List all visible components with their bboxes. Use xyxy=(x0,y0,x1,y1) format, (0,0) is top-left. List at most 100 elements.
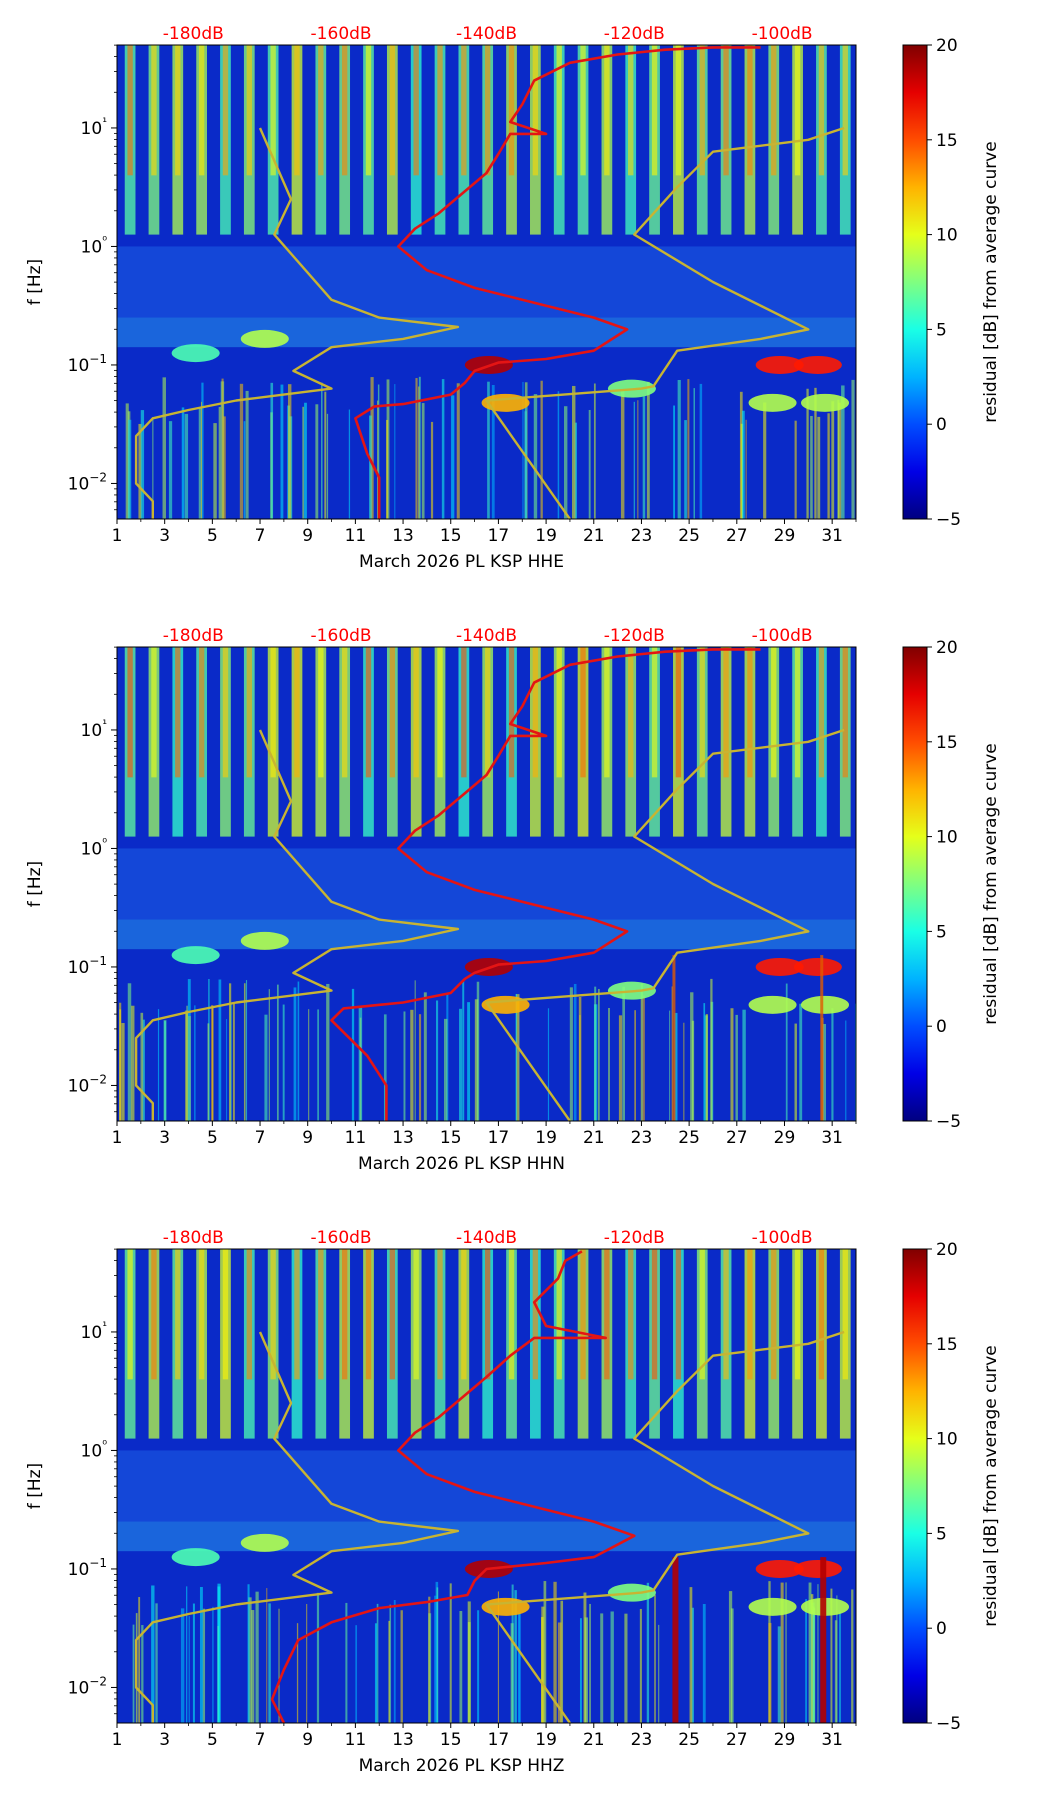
low-frequency-streak xyxy=(573,983,577,1121)
low-frequency-streak xyxy=(572,385,576,519)
daily-stripe-core xyxy=(341,647,348,778)
low-frequency-streak xyxy=(817,1584,819,1723)
low-frequency-streak xyxy=(588,409,591,519)
low-frequency-streak xyxy=(671,986,673,1121)
low-frequency-streak xyxy=(436,1000,439,1121)
colorbar-tick-label: −5 xyxy=(936,1112,961,1132)
daily-stripe-core xyxy=(198,647,205,778)
daily-stripe-core xyxy=(771,647,777,778)
microseism-band xyxy=(117,1450,856,1522)
low-frequency-streak xyxy=(264,1014,268,1121)
colorbar-tick-label: 0 xyxy=(936,1017,947,1037)
low-frequency-streak xyxy=(400,1610,403,1723)
colorbar-tick-label: −5 xyxy=(936,510,961,530)
y-axis-label: f [Hz] xyxy=(25,259,45,305)
low-frequency-streak xyxy=(491,384,495,519)
low-frequency-streak xyxy=(280,384,284,519)
low-frequency-streak xyxy=(276,984,279,1121)
x-tick-label: 31 xyxy=(821,1128,843,1148)
low-frequency-streak xyxy=(351,988,355,1121)
low-frequency-streak xyxy=(403,1011,406,1121)
low-frequency-streak xyxy=(702,1604,706,1723)
low-frequency-streak xyxy=(533,394,538,519)
low-frequency-streak xyxy=(184,413,189,519)
daily-stripe-core xyxy=(604,45,610,176)
daily-stripe-core xyxy=(556,647,562,778)
daily-stripe-core xyxy=(318,45,324,176)
low-frequency-streak xyxy=(187,979,191,1121)
low-frequency-streak xyxy=(304,402,307,519)
low-frequency-streak xyxy=(810,416,813,519)
colorbar-tick-label: −5 xyxy=(936,1714,961,1734)
low-frequency-streak xyxy=(560,1600,564,1723)
low-frequency-streak xyxy=(642,396,646,519)
daily-stripe-core xyxy=(175,647,181,778)
low-frequency-streak xyxy=(518,1613,521,1723)
x-tick-label: 19 xyxy=(535,1128,557,1148)
daily-stripe-core xyxy=(532,1249,539,1380)
y-tick-label: 10−1 xyxy=(68,352,107,376)
low-frequency-streak xyxy=(226,1019,228,1121)
low-frequency-streak xyxy=(841,385,845,519)
daily-stripe-core xyxy=(794,1249,801,1380)
low-frequency-streak xyxy=(569,987,573,1121)
daily-stripe-core xyxy=(699,45,705,176)
series-noise-model-low xyxy=(134,127,460,519)
low-frequency-streak xyxy=(677,379,681,519)
daily-stripe-core xyxy=(723,647,729,778)
colorbar-tick-label: 20 xyxy=(936,36,958,56)
low-frequency-streak xyxy=(618,1015,623,1121)
low-frequency-streak xyxy=(151,1585,155,1723)
low-frequency-streak xyxy=(192,1603,195,1723)
daily-stripe-core xyxy=(532,647,539,778)
low-frequency-streak xyxy=(654,1594,656,1723)
microseism-peak-band xyxy=(117,317,856,348)
low-frequency-streak xyxy=(511,1584,514,1723)
x-tick-label: 1 xyxy=(112,1128,123,1148)
low-frequency-streak xyxy=(121,1023,125,1121)
y-tick-label: 10¹ xyxy=(81,1319,108,1343)
x-axis-label: March 2026 PL KSP HHE xyxy=(359,552,564,572)
low-frequency-streak xyxy=(434,1595,437,1723)
y-axis-label: f [Hz] xyxy=(25,1463,45,1509)
daily-stripe-core xyxy=(771,45,777,176)
low-frequency-streak xyxy=(345,1602,348,1723)
low-frequency-streak xyxy=(140,410,145,519)
x-tick-label: 7 xyxy=(255,1730,266,1750)
x-tick-label: 3 xyxy=(159,1128,170,1148)
colorbar xyxy=(902,646,928,1122)
daily-stripe-core xyxy=(628,1249,634,1380)
daily-stripe-core xyxy=(508,1249,515,1380)
colorbar-tick-label: 20 xyxy=(936,638,958,658)
low-frequency-streak xyxy=(578,996,582,1121)
daily-stripe-core xyxy=(461,647,467,778)
low-frequency-streak xyxy=(270,382,274,519)
x-tick-label: 9 xyxy=(302,1128,313,1148)
x-tick-label: 27 xyxy=(726,1730,748,1750)
low-frequency-streak xyxy=(293,987,297,1121)
daily-stripe-core xyxy=(556,45,562,176)
daily-stripe-core xyxy=(341,1249,348,1380)
low-frequency-streak xyxy=(477,1610,480,1723)
colorbar-label: residual [dB] from average curve xyxy=(981,743,1001,1024)
x-tick-label: 7 xyxy=(255,1128,266,1148)
colorbar-label: residual [dB] from average curve xyxy=(981,141,1001,422)
series-noise-model-high xyxy=(485,1330,845,1723)
low-frequency-streak xyxy=(699,383,703,519)
low-frequency-streak xyxy=(674,1012,678,1121)
daily-stripe-core xyxy=(818,45,825,176)
x-tick-label: 21 xyxy=(583,1730,605,1750)
colorbar-tick-label: 5 xyxy=(936,1524,947,1544)
daily-stripe-core xyxy=(508,45,515,176)
low-frequency-streak xyxy=(745,419,747,519)
low-frequency-streak xyxy=(194,1005,196,1121)
low-frequency-streak xyxy=(705,1014,708,1121)
daily-stripe-core xyxy=(794,45,801,176)
low-frequency-streak xyxy=(620,390,625,519)
series-noise-model-high xyxy=(485,728,845,1121)
daily-stripe-core xyxy=(222,647,229,778)
storm-blob xyxy=(755,1559,804,1578)
low-frequency-streak xyxy=(127,983,132,1121)
low-frequency-streak xyxy=(287,384,292,519)
daily-stripe-core xyxy=(723,45,729,176)
